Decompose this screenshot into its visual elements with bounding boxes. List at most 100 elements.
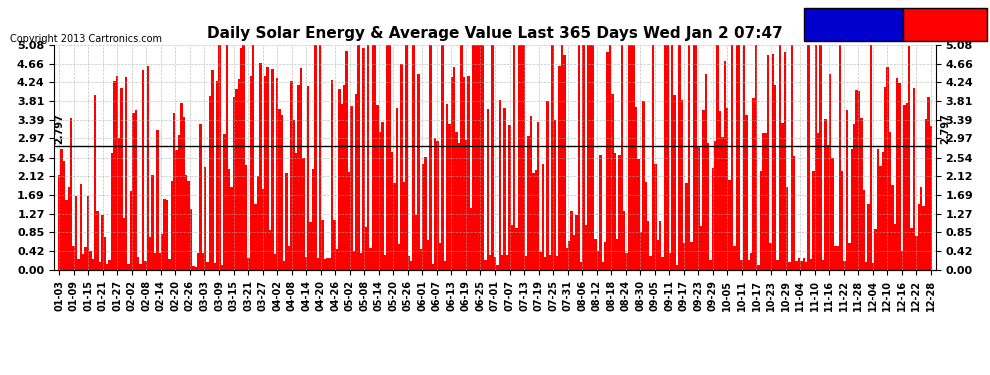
Bar bbox=[460, 45, 462, 270]
Bar bbox=[479, 45, 482, 270]
Bar bbox=[94, 95, 96, 270]
Bar bbox=[477, 45, 479, 270]
Bar bbox=[185, 175, 187, 270]
Bar bbox=[516, 228, 518, 270]
Bar bbox=[647, 221, 649, 270]
Bar bbox=[396, 108, 398, 270]
Bar bbox=[233, 98, 236, 270]
Bar bbox=[273, 254, 276, 270]
Bar bbox=[326, 258, 329, 270]
Bar bbox=[911, 228, 913, 270]
Bar bbox=[683, 243, 685, 270]
Bar bbox=[410, 261, 413, 270]
Bar bbox=[161, 234, 163, 270]
Bar bbox=[729, 180, 731, 270]
Bar bbox=[300, 68, 302, 270]
Bar bbox=[537, 122, 540, 270]
Bar bbox=[606, 51, 609, 270]
Bar bbox=[398, 244, 400, 270]
Bar bbox=[384, 255, 386, 270]
Bar bbox=[867, 204, 869, 270]
Bar bbox=[923, 206, 925, 270]
Bar bbox=[364, 227, 367, 270]
Bar bbox=[582, 45, 585, 270]
Bar bbox=[874, 229, 877, 270]
Bar bbox=[750, 253, 752, 270]
Bar bbox=[685, 183, 688, 270]
Bar bbox=[458, 143, 460, 270]
Bar bbox=[305, 257, 307, 270]
Bar bbox=[800, 261, 803, 270]
Bar bbox=[722, 136, 724, 270]
Bar bbox=[553, 120, 556, 270]
Bar bbox=[798, 258, 800, 270]
Bar bbox=[508, 125, 511, 270]
Bar bbox=[393, 183, 396, 270]
Bar bbox=[501, 255, 503, 270]
Bar bbox=[853, 124, 855, 270]
Bar bbox=[511, 225, 513, 270]
Bar bbox=[594, 239, 597, 270]
Bar bbox=[240, 48, 243, 270]
Bar bbox=[769, 243, 771, 270]
Bar bbox=[820, 45, 822, 270]
Bar bbox=[312, 169, 314, 270]
Bar bbox=[226, 45, 228, 270]
Bar bbox=[194, 267, 197, 270]
Bar bbox=[602, 262, 604, 270]
Bar bbox=[886, 67, 889, 270]
Bar bbox=[587, 45, 590, 270]
Bar bbox=[592, 45, 594, 270]
Bar bbox=[918, 204, 920, 270]
Bar bbox=[67, 187, 70, 270]
Bar bbox=[75, 196, 77, 270]
Bar bbox=[690, 242, 693, 270]
Bar bbox=[666, 45, 668, 270]
Bar bbox=[379, 132, 381, 270]
Bar bbox=[839, 45, 841, 270]
Bar bbox=[369, 248, 371, 270]
Bar bbox=[879, 166, 882, 270]
Bar bbox=[427, 240, 429, 270]
Bar bbox=[104, 237, 106, 270]
Bar bbox=[197, 254, 199, 270]
Bar bbox=[145, 261, 147, 270]
Bar bbox=[530, 116, 532, 270]
Bar bbox=[362, 48, 364, 270]
Bar bbox=[96, 211, 99, 270]
Bar bbox=[77, 260, 79, 270]
Bar bbox=[403, 182, 405, 270]
Bar bbox=[862, 190, 865, 270]
Bar bbox=[357, 45, 359, 270]
Bar bbox=[540, 252, 542, 270]
Bar bbox=[130, 191, 133, 270]
Bar bbox=[283, 261, 285, 270]
Bar bbox=[420, 249, 422, 270]
Bar bbox=[190, 209, 192, 270]
Bar bbox=[408, 256, 410, 270]
Bar bbox=[432, 264, 434, 270]
Bar bbox=[580, 262, 582, 270]
Bar bbox=[178, 135, 180, 270]
Bar bbox=[796, 261, 798, 270]
Bar bbox=[207, 262, 209, 270]
Bar bbox=[590, 45, 592, 270]
Bar bbox=[82, 254, 84, 270]
Bar bbox=[928, 97, 930, 270]
Bar bbox=[631, 45, 633, 270]
Bar bbox=[546, 100, 548, 270]
Bar bbox=[558, 66, 561, 270]
Bar bbox=[791, 45, 793, 270]
Bar bbox=[884, 87, 886, 270]
Bar bbox=[771, 54, 774, 270]
Title: Daily Solar Energy & Average Value Last 365 Days Wed Jan 2 07:47: Daily Solar Energy & Average Value Last … bbox=[207, 26, 783, 41]
Bar bbox=[322, 220, 324, 270]
Bar bbox=[151, 175, 153, 270]
Bar bbox=[319, 45, 322, 270]
Bar bbox=[448, 124, 450, 270]
Bar bbox=[668, 253, 671, 270]
Bar bbox=[199, 124, 202, 270]
Bar bbox=[671, 45, 673, 270]
Bar bbox=[192, 266, 194, 270]
Bar bbox=[465, 140, 467, 270]
